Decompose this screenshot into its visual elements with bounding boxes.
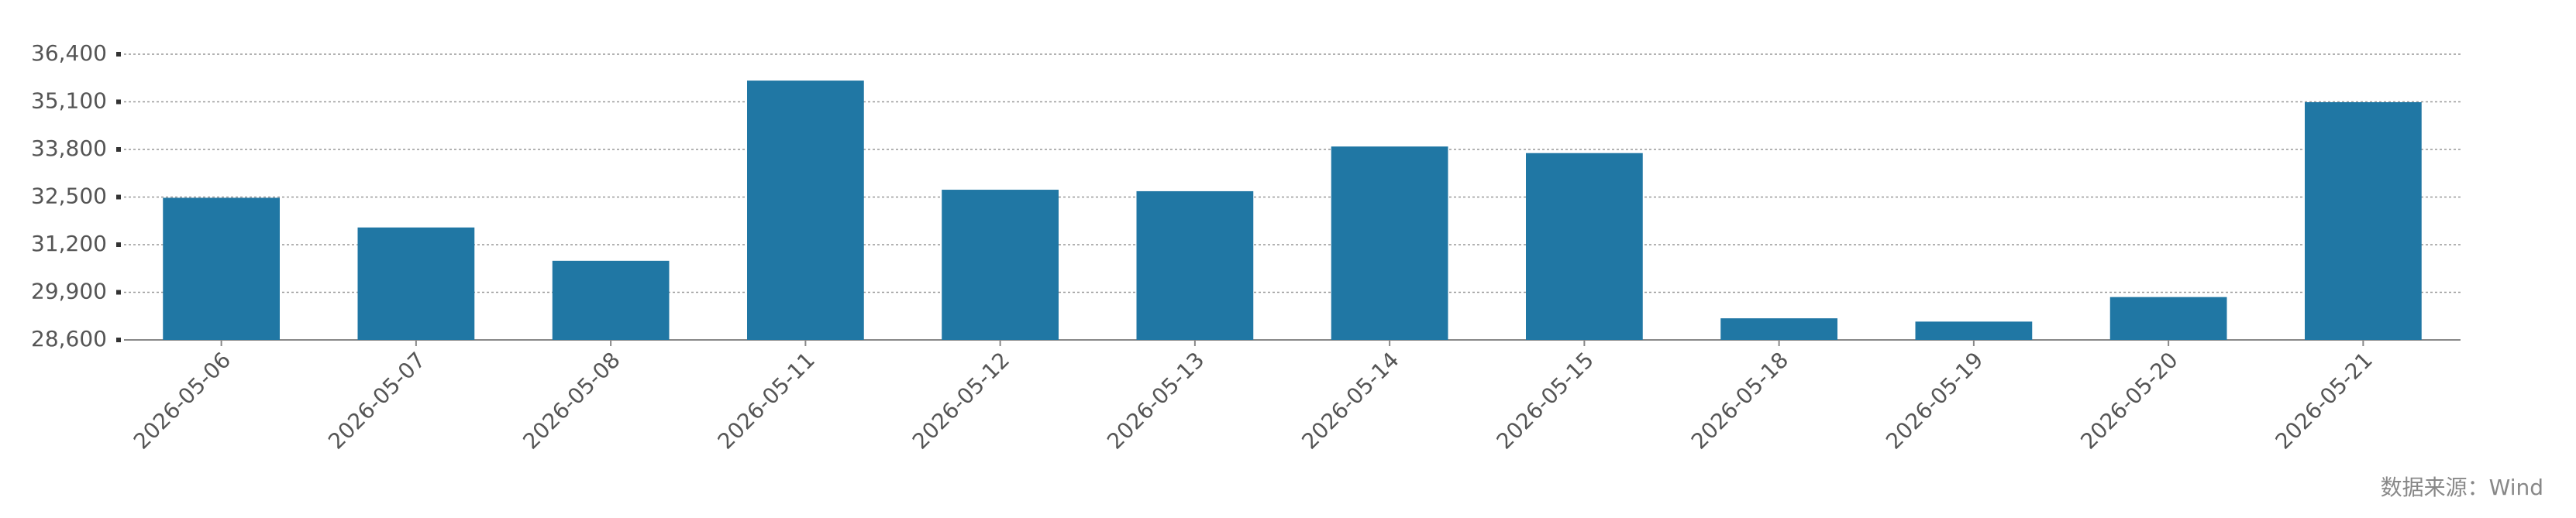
- bar: [2305, 101, 2422, 340]
- y-tick-label: 32,500: [31, 184, 107, 209]
- bar: [1526, 153, 1643, 340]
- y-tick-mark: [116, 290, 121, 295]
- x-tick-label: 2026-05-08: [518, 347, 625, 454]
- y-tick-label: 29,900: [31, 279, 107, 304]
- bar: [747, 81, 864, 341]
- bar: [1915, 321, 2033, 340]
- y-tick-mark: [116, 242, 121, 247]
- y-tick-label: 33,800: [31, 136, 107, 161]
- bar: [357, 227, 475, 340]
- y-tick-mark: [116, 52, 121, 57]
- x-tick-label: 2026-05-21: [2271, 347, 2378, 454]
- bar: [1331, 146, 1448, 340]
- x-tick-label: 2026-05-07: [323, 347, 430, 454]
- y-tick-mark: [116, 338, 121, 342]
- y-tick-label: 31,200: [31, 231, 107, 256]
- bar: [2109, 297, 2227, 340]
- x-tick-label: 2026-05-11: [713, 347, 820, 454]
- bar: [942, 190, 1059, 340]
- x-tick-label: 2026-05-12: [907, 347, 1014, 454]
- x-tick-label: 2026-05-15: [1492, 347, 1599, 454]
- y-tick-label: 35,100: [31, 88, 107, 114]
- y-tick-label: 36,400: [31, 40, 107, 66]
- y-tick-mark: [116, 194, 121, 200]
- bar: [1720, 318, 1837, 340]
- y-tick-label: 28,600: [31, 326, 107, 352]
- x-tick-label: 2026-05-19: [1881, 347, 1988, 454]
- x-tick-label: 2026-05-20: [2075, 347, 2182, 454]
- y-tick-mark: [116, 99, 121, 105]
- y-tick-mark: [116, 147, 121, 152]
- x-tick-label: 2026-05-06: [129, 347, 236, 454]
- bar: [163, 197, 280, 340]
- source-note: 数据来源：Wind: [2381, 475, 2543, 500]
- bar: [1136, 190, 1254, 340]
- x-tick-label: 2026-05-13: [1102, 347, 1209, 454]
- bar: [552, 260, 670, 340]
- x-tick-label: 2026-05-18: [1686, 347, 1793, 454]
- x-tick-label: 2026-05-14: [1297, 347, 1403, 454]
